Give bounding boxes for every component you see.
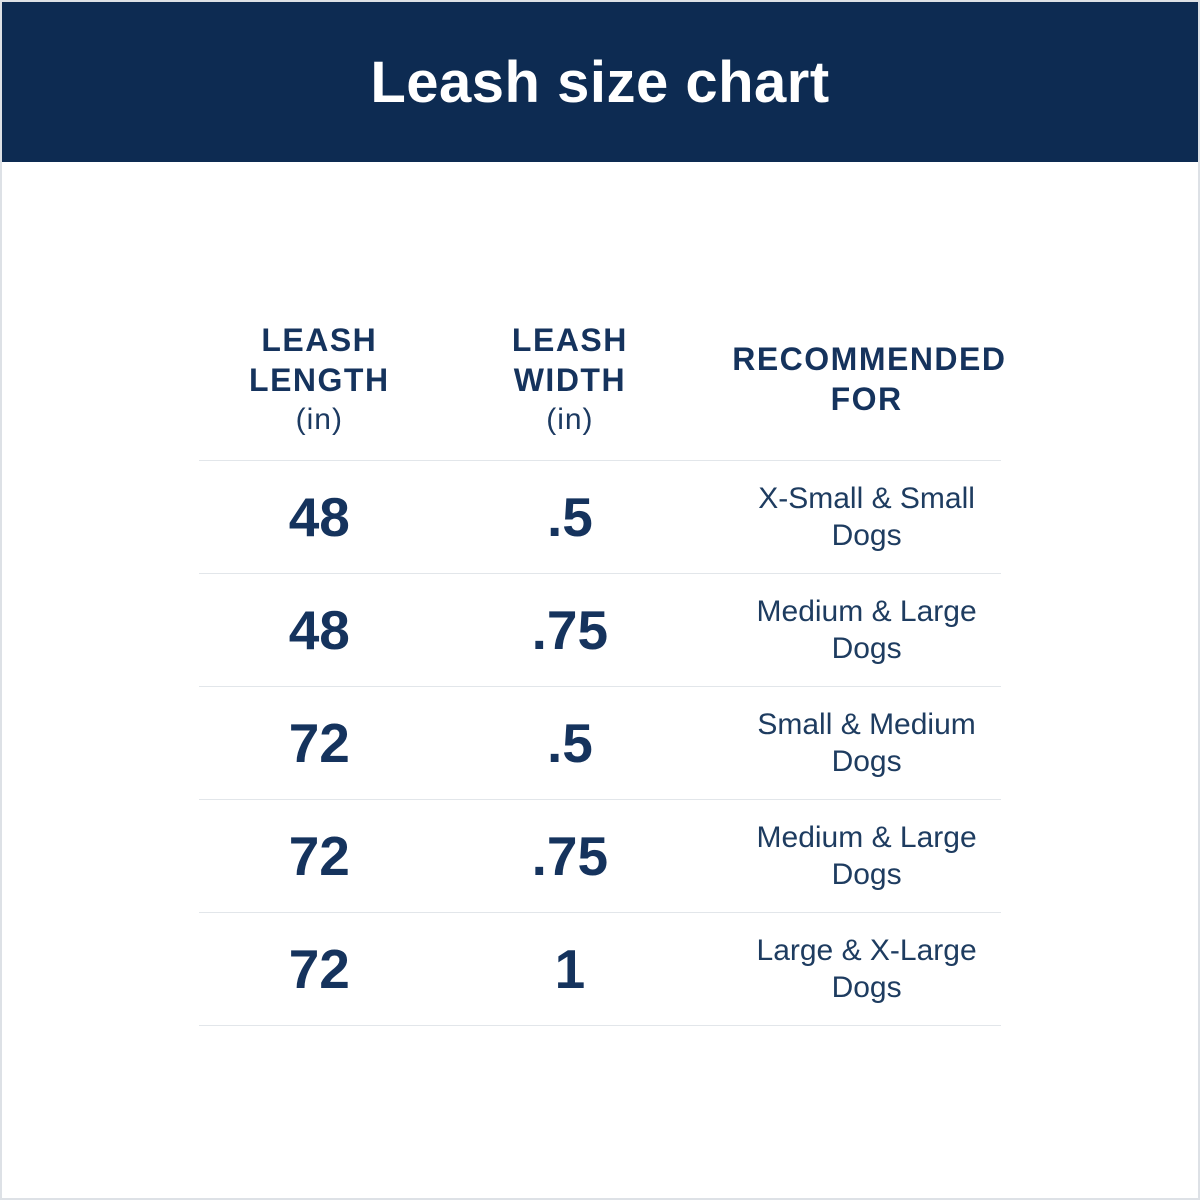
- leash-length-value: 72: [288, 712, 350, 774]
- column-header-label: WIDTH: [513, 362, 627, 398]
- leash-length-value: 72: [288, 938, 350, 1000]
- recommended-for-value: Medium & Large Dogs: [756, 821, 977, 891]
- table-row: 48 .5 X-Small & Small Dogs: [199, 461, 1001, 574]
- leash-width-value: 1: [554, 938, 586, 1000]
- table-row: 72 .5 Small & Medium Dogs: [199, 687, 1001, 800]
- title-band: Leash size chart: [2, 2, 1198, 162]
- recommended-for-value: Large & X-Large Dogs: [756, 934, 977, 1004]
- column-header-leash-width: LEASH WIDTH (in): [440, 320, 689, 438]
- table-row: 48 .75 Medium & Large Dogs: [199, 574, 1001, 687]
- leash-length-value: 72: [288, 825, 350, 887]
- leash-length-value: 48: [288, 486, 350, 548]
- size-table: LEASH LENGTH (in) LEASH WIDTH (in) RECOM…: [199, 320, 1007, 1026]
- recommended-for-cell: Medium & Large Dogs: [688, 593, 1001, 667]
- table-row: 72 .75 Medium & Large Dogs: [199, 800, 1001, 913]
- column-header-label: LENGTH: [249, 362, 390, 398]
- column-header-label: LEASH: [511, 322, 628, 358]
- recommended-for-cell: Small & Medium Dogs: [688, 706, 1001, 780]
- table-header-row: LEASH LENGTH (in) LEASH WIDTH (in) RECOM…: [199, 320, 1007, 460]
- recommended-for-cell: Medium & Large Dogs: [688, 819, 1001, 893]
- leash-length-value: 48: [288, 599, 350, 661]
- recommended-for-cell: X-Small & Small Dogs: [688, 480, 1001, 554]
- column-header-label: LEASH: [261, 322, 378, 358]
- leash-width-value: .5: [546, 712, 593, 774]
- column-header-leash-length: LEASH LENGTH (in): [199, 320, 440, 438]
- page-title: Leash size chart: [370, 49, 830, 115]
- leash-width-value: .75: [531, 599, 609, 661]
- leash-width-value: .75: [531, 825, 609, 887]
- recommended-for-value: X-Small & Small Dogs: [758, 482, 975, 552]
- column-header-unit: (in): [295, 403, 343, 436]
- recommended-for-cell: Large & X-Large Dogs: [688, 932, 1001, 1006]
- table-body: 48 .5 X-Small & Small Dogs 48 .75 Medium…: [199, 460, 1001, 1026]
- table-row: 72 1 Large & X-Large Dogs: [199, 913, 1001, 1026]
- column-header-recommended-for: RECOMMENDED FOR: [688, 339, 1007, 419]
- column-header-unit: (in): [546, 403, 594, 436]
- leash-width-value: .5: [546, 486, 593, 548]
- column-header-label: FOR: [830, 381, 903, 417]
- recommended-for-value: Medium & Large Dogs: [756, 595, 977, 665]
- column-header-label: RECOMMENDED: [732, 341, 1007, 377]
- recommended-for-value: Small & Medium Dogs: [757, 708, 976, 778]
